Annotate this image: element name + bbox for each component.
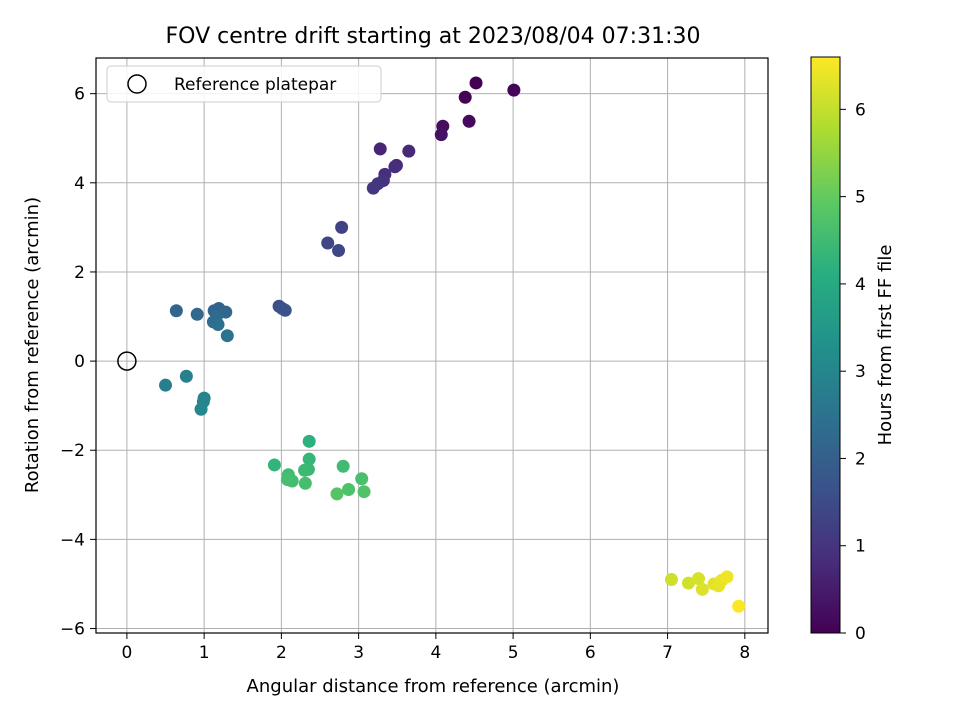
data-point	[434, 128, 448, 142]
data-point	[366, 181, 380, 195]
data-point	[302, 452, 316, 466]
data-point	[373, 142, 387, 156]
data-point	[278, 303, 292, 317]
reference-platepar-marker	[117, 351, 137, 371]
legend-box	[106, 65, 382, 103]
data-point	[321, 236, 335, 250]
x-tick-label: 7	[662, 643, 673, 663]
data-point	[469, 76, 483, 90]
data-point	[211, 318, 225, 332]
y-tick-label: 2	[74, 263, 85, 283]
colorbar-tick-label: 3	[855, 362, 866, 382]
data-point	[695, 582, 709, 596]
data-point	[691, 572, 705, 586]
data-point	[194, 402, 208, 416]
x-tick-label: 5	[508, 643, 519, 663]
y-tick-label: −6	[60, 620, 85, 640]
x-axis-label: Angular distance from reference (arcmin)	[247, 676, 620, 697]
chart-title: FOV centre drift starting at 2023/08/04 …	[166, 24, 701, 49]
data-point	[681, 576, 695, 590]
y-tick-label: 0	[74, 352, 85, 372]
data-point	[720, 570, 734, 584]
data-point	[330, 487, 344, 501]
data-point	[169, 304, 183, 318]
data-point	[335, 220, 349, 234]
x-tick-label: 8	[739, 643, 750, 663]
y-tick-label: −2	[60, 441, 85, 461]
data-point	[298, 476, 312, 490]
legend-reference-marker	[127, 74, 147, 94]
colorbar-tick-label: 6	[855, 100, 866, 120]
data-point	[336, 459, 350, 473]
x-tick-label: 3	[353, 643, 364, 663]
data-point	[267, 458, 281, 472]
plot-frame	[95, 57, 769, 634]
data-point	[190, 307, 204, 321]
data-point	[342, 482, 356, 496]
data-point	[302, 434, 316, 448]
data-point	[159, 378, 173, 392]
data-point	[507, 83, 521, 97]
data-points	[159, 76, 746, 613]
colorbar-tick-label: 0	[855, 624, 866, 644]
data-point	[388, 160, 402, 174]
data-point	[664, 573, 678, 587]
x-tick-label: 1	[199, 643, 210, 663]
colorbar-tick-label: 5	[855, 188, 866, 208]
reference-marker	[117, 351, 137, 371]
colorbar-tick-label: 2	[855, 449, 866, 469]
data-point	[732, 599, 746, 613]
data-point	[355, 472, 369, 486]
colorbar-gradient	[810, 56, 841, 634]
data-point	[281, 473, 295, 487]
x-tick-label: 2	[276, 643, 287, 663]
data-point	[220, 329, 234, 343]
data-point	[402, 144, 416, 158]
data-point	[357, 485, 371, 499]
colorbar-label: Hours from first FF file	[875, 245, 896, 446]
data-point	[458, 90, 472, 104]
y-axis-label: Rotation from reference (arcmin)	[22, 197, 43, 493]
x-tick-label: 0	[121, 643, 132, 663]
data-point	[332, 244, 346, 258]
x-tick-label: 6	[585, 643, 596, 663]
y-axis-ticks: −6 −4 −2 0 2 4 6	[60, 85, 96, 640]
legend: Reference platepar	[106, 65, 382, 103]
y-tick-label: −4	[60, 530, 85, 550]
data-point	[298, 463, 312, 477]
colorbar-ticks: 0 1 2 3 4 5 6	[840, 100, 866, 644]
colorbar-tick-label: 1	[855, 537, 866, 557]
y-tick-label: 6	[74, 85, 85, 105]
colorbar-tick-label: 4	[855, 275, 866, 295]
data-point	[179, 369, 193, 383]
data-point	[462, 114, 476, 128]
colorbar: 0 1 2 3 4 5 6 Hours from first FF file	[810, 56, 896, 644]
x-axis-ticks: 0 1 2 3 4 5 6 7 8	[121, 633, 750, 663]
legend-label: Reference platepar	[174, 75, 336, 95]
y-tick-label: 4	[74, 174, 85, 194]
grid-lines	[96, 58, 768, 633]
x-tick-label: 4	[430, 643, 441, 663]
